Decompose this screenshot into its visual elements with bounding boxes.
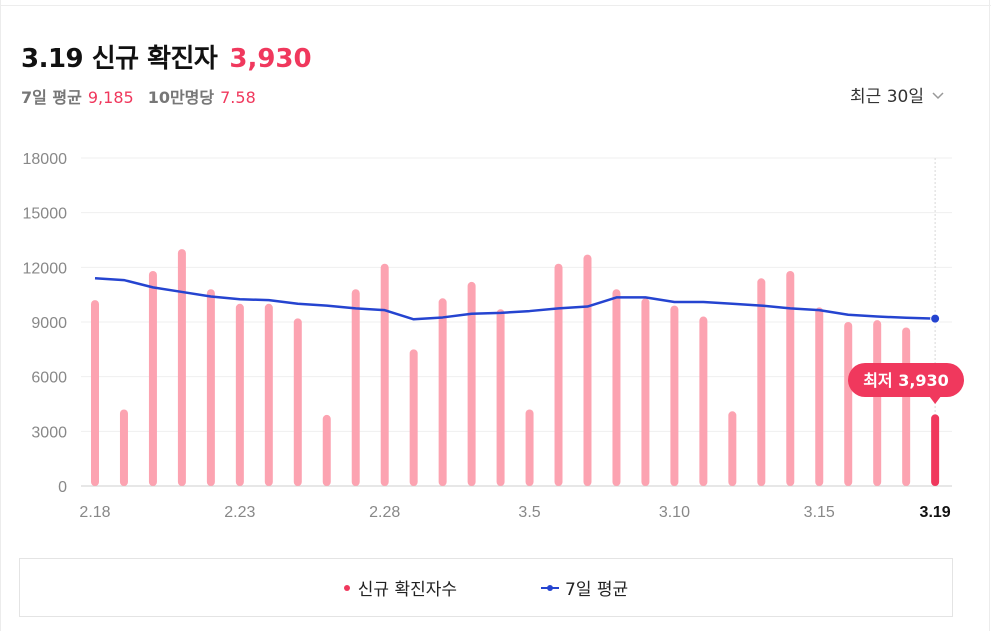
period-dropdown[interactable]: 최근 30일: [850, 82, 944, 107]
legend-item-7day-avg[interactable]: 7일 평균: [541, 575, 628, 600]
per100k-value: 7.58: [220, 88, 256, 107]
new-cases-value: 3,930: [229, 44, 312, 74]
x-tick-label: 2.18: [79, 504, 110, 521]
bar: [902, 327, 911, 486]
chart-legend: 신규 확진자수 7일 평균: [19, 558, 953, 617]
bar: [322, 414, 331, 486]
cases-chart: 0 3000 6000 9000 12000 15000 18000 2.18 2.23 2.28…: [23, 151, 964, 521]
period-label: 최근 30일: [850, 87, 924, 107]
bar: [786, 270, 795, 486]
bar: [119, 409, 128, 486]
avg-value: 9,185: [87, 88, 134, 107]
legend-dot-icon: [343, 584, 350, 591]
x-tick-label: 2.28: [369, 504, 400, 521]
legend-label-new-cases: 신규 확진자수: [357, 580, 458, 600]
avg-label: 7일 평균: [21, 88, 82, 107]
bar: [351, 289, 360, 486]
bar: [757, 278, 766, 486]
y-tick-label: 6000: [31, 370, 67, 387]
bar: [91, 300, 99, 486]
bar: [815, 307, 824, 486]
summary-row: 7일 평균 9,185 10만명당 7.58: [21, 84, 270, 108]
page-title: 3.19 신규 확진자: [21, 44, 218, 74]
bar: [177, 249, 186, 486]
per100k-label: 10만명당: [147, 88, 215, 107]
lowest-tooltip-label: 최저 3,930: [863, 371, 949, 390]
tooltip-pointer: [929, 396, 942, 404]
x-tick-label: 2.23: [224, 504, 255, 521]
bar: [873, 320, 882, 486]
x-tick-label: 3.10: [659, 504, 690, 521]
bar: [583, 254, 592, 486]
y-tick-label: 0: [58, 479, 67, 496]
bar: [293, 318, 302, 486]
x-tick-label: 3.15: [804, 504, 835, 521]
bar: [206, 289, 215, 486]
bar: [525, 409, 534, 486]
bar: [844, 322, 853, 486]
chevron-down-icon: [932, 91, 944, 99]
bar: [148, 270, 157, 486]
bar: [380, 263, 389, 486]
bar: [235, 303, 244, 486]
bar: [496, 309, 505, 486]
legend-line-icon: [541, 584, 560, 591]
bar: [554, 263, 563, 486]
bar: [931, 414, 940, 486]
avg-line: [94, 277, 936, 321]
x-tick-label: 3.19: [920, 504, 951, 521]
title-row: 3.19 신규 확진자 3,930: [21, 38, 312, 75]
bar: [264, 303, 273, 486]
legend-item-new-cases[interactable]: 신규 확진자수: [343, 575, 458, 600]
y-tick-label: 3000: [31, 424, 67, 441]
legend-label-7day-avg: 7일 평균: [565, 580, 629, 600]
avg-line-point: [930, 313, 941, 324]
bar: [438, 298, 447, 486]
bar: [467, 281, 476, 486]
bar: [641, 298, 650, 486]
bar: [670, 305, 679, 486]
top-divider: [1, 5, 991, 6]
y-tick-label: 12000: [23, 260, 68, 277]
y-tick-label: 18000: [23, 151, 68, 168]
bar: [409, 349, 418, 486]
lowest-tooltip-bubble: [848, 363, 964, 397]
y-tick-label: 15000: [23, 206, 68, 223]
x-tick-label: 3.5: [518, 504, 540, 521]
bar: [699, 316, 708, 486]
y-tick-label: 9000: [31, 315, 67, 332]
bar: [728, 411, 737, 486]
bar: [612, 289, 621, 486]
